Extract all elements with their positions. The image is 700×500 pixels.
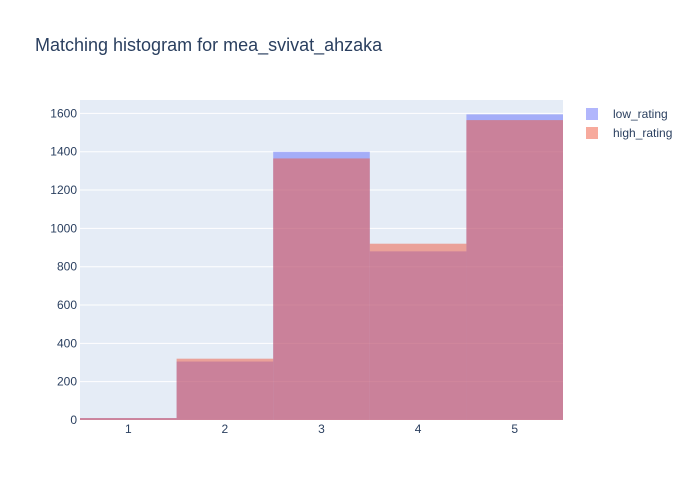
bar-high_rating-5[interactable]: [466, 120, 563, 421]
bars: [80, 114, 563, 421]
y-tick-label: 1400: [50, 145, 77, 159]
legend-item-low_rating[interactable]: low_rating: [586, 107, 668, 121]
y-tick-label: 200: [57, 375, 77, 389]
legend-label: high_rating: [613, 126, 672, 140]
legend-swatch: [586, 108, 598, 120]
y-tick-label: 600: [57, 298, 77, 312]
x-tick-label: 5: [511, 422, 518, 436]
bar-high_rating-3[interactable]: [273, 158, 370, 420]
legend-item-high_rating[interactable]: high_rating: [586, 126, 672, 140]
bar-high_rating-1[interactable]: [80, 418, 177, 420]
legend-label: low_rating: [613, 107, 668, 121]
y-tick-label: 0: [70, 413, 77, 427]
x-axis-ticks: 1 2 3 4 5: [125, 422, 518, 436]
y-tick-label: 800: [57, 260, 77, 274]
x-tick-label: 1: [125, 422, 132, 436]
bar-high_rating-4[interactable]: [369, 243, 467, 420]
y-tick-label: 1600: [50, 106, 77, 120]
legend[interactable]: low_rating high_rating: [586, 107, 672, 140]
x-tick-label: 2: [222, 422, 229, 436]
bar-high_rating-2[interactable]: [176, 358, 274, 420]
y-axis-ticks: 0 200 400 600 800 1000 1200 1400 1600: [50, 106, 77, 427]
x-tick-label: 4: [415, 422, 422, 436]
y-tick-label: 400: [57, 336, 77, 350]
y-tick-label: 1000: [50, 221, 77, 235]
legend-swatch: [586, 127, 598, 139]
y-tick-label: 1200: [50, 183, 77, 197]
chart-title: Matching histogram for mea_svivat_ahzaka: [35, 35, 383, 56]
x-tick-label: 3: [318, 422, 325, 436]
